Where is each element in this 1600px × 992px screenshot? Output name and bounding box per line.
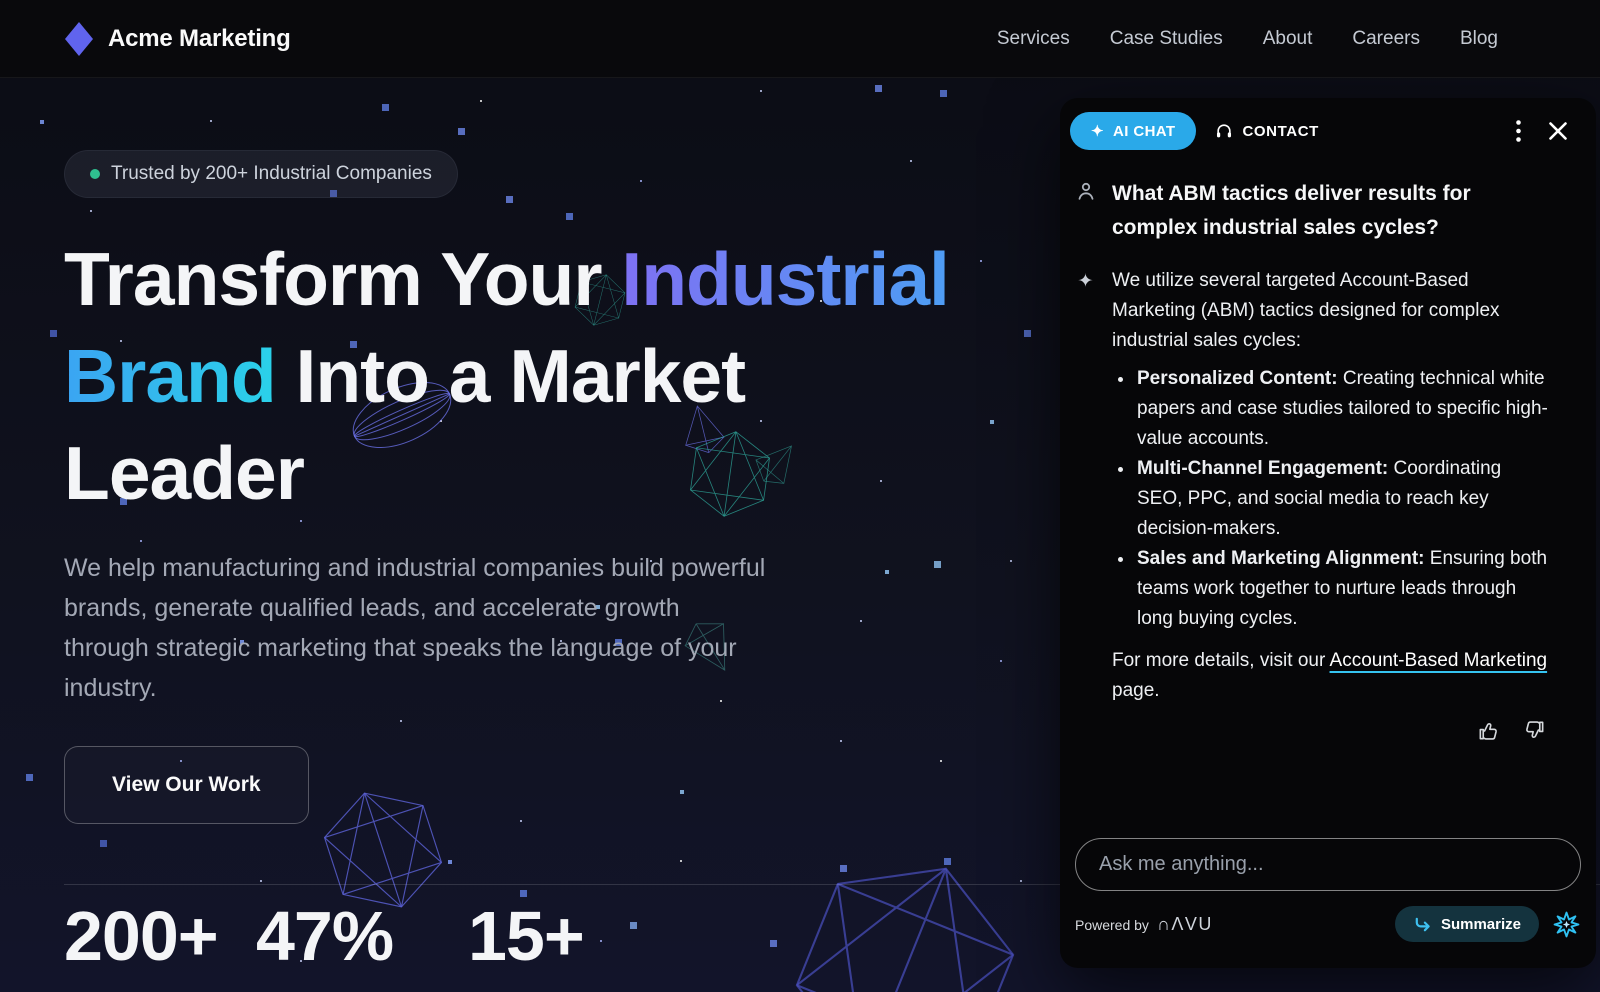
stat-value-years: 15+ <box>468 897 585 975</box>
chat-message-list: What ABM tactics deliver results for com… <box>1060 177 1596 742</box>
tab-contact[interactable]: CONTACT <box>1215 122 1318 140</box>
stat-value-percent: 47% <box>256 897 394 975</box>
thumbs-up-button[interactable] <box>1477 719 1500 742</box>
chat-input-container <box>1075 838 1581 891</box>
top-navbar: Acme Marketing Services Case Studies Abo… <box>0 0 1600 78</box>
view-our-work-button[interactable]: View Our Work <box>64 746 309 824</box>
hero-paragraph: We help manufacturing and industrial com… <box>64 554 766 702</box>
chat-header: ✦ AI CHAT CONTACT <box>1060 98 1596 150</box>
chat-footer-actions: Summarize <box>1394 906 1580 942</box>
brand-logo[interactable]: Acme Marketing <box>64 21 291 57</box>
brand-name: Acme Marketing <box>108 24 291 52</box>
hero-section: Trusted by 200+ Industrial Companies Tra… <box>0 78 1600 992</box>
chat-input[interactable] <box>1099 853 1557 876</box>
ai-bullet-list: Personalized Content: Creating technical… <box>1112 364 1550 634</box>
user-message-text: What ABM tactics deliver results for com… <box>1112 182 1471 239</box>
feedback-row <box>1060 719 1596 742</box>
list-item: Sales and Marketing Alignment: Ensuring … <box>1135 544 1550 634</box>
tab-ai-chat-label: AI CHAT <box>1112 122 1176 140</box>
headline-part3: Leader <box>64 431 305 515</box>
nav-link-blog[interactable]: Blog <box>1459 27 1498 49</box>
user-message: What ABM tactics deliver results for com… <box>1060 177 1596 245</box>
headset-icon <box>1217 124 1232 138</box>
ai-outro-text: For more details, visit our Account-Base… <box>1112 650 1548 701</box>
nav-link-about[interactable]: About <box>1262 27 1313 49</box>
abm-page-link[interactable]: Account-Based Marketing <box>1329 650 1548 671</box>
starburst-icon <box>1553 911 1580 937</box>
ai-message-body: We utilize several targeted Account-Base… <box>1112 266 1550 706</box>
hero-headline: Transform Your Industrial Brand Into a Ma… <box>64 231 1144 522</box>
stat-value-companies: 200+ <box>64 897 219 975</box>
powered-by: Powered by ∩ΛVU <box>1075 914 1213 935</box>
list-item: Multi-Channel Engagement: Coordinating S… <box>1135 454 1550 544</box>
trusted-badge-label: Trusted by 200+ Industrial Companies <box>111 163 432 184</box>
headline-part2: Into a Market <box>275 334 747 418</box>
main-nav: Services Case Studies About Careers Blog <box>997 28 1498 50</box>
powered-by-label: Powered by <box>1075 916 1149 933</box>
chat-footer: Powered by ∩ΛVU Summarize <box>1075 906 1580 942</box>
close-icon <box>1549 122 1567 140</box>
trusted-badge: Trusted by 200+ Industrial Companies <box>64 150 458 198</box>
headline-part1: Transform Your <box>64 237 622 321</box>
chat-menu-button[interactable] <box>1516 120 1521 142</box>
nav-link-case-studies[interactable]: Case Studies <box>1109 27 1223 49</box>
list-item: Personalized Content: Creating technical… <box>1135 364 1550 454</box>
green-dot-icon <box>90 169 100 179</box>
ai-message: ✦ We utilize several targeted Account-Ba… <box>1060 266 1596 706</box>
ai-chat-widget: ✦ AI CHAT CONTACT <box>1060 98 1596 968</box>
kebab-menu-icon <box>1516 120 1521 142</box>
ai-intro-text: We utilize several targeted Account-Base… <box>1112 270 1500 351</box>
navu-logo: ∩ΛVU <box>1156 913 1213 934</box>
chat-close-button[interactable] <box>1548 121 1568 141</box>
nav-link-careers[interactable]: Careers <box>1352 27 1420 49</box>
spark-action-button[interactable] <box>1553 911 1580 938</box>
tab-ai-chat[interactable]: ✦ AI CHAT <box>1070 112 1197 150</box>
tab-contact-label: CONTACT <box>1242 122 1319 140</box>
chat-header-actions <box>1516 120 1568 142</box>
headline-highlight-brand: Brand <box>64 334 277 418</box>
thumbs-down-icon <box>1526 721 1544 739</box>
diamond-logo-icon <box>65 21 93 56</box>
sparkle-icon: ✦ <box>1091 122 1104 140</box>
thumbs-down-button[interactable] <box>1523 719 1546 742</box>
summarize-button[interactable]: Summarize <box>1394 906 1539 942</box>
nav-link-services[interactable]: Services <box>996 27 1070 49</box>
thumbs-up-icon <box>1479 722 1497 740</box>
headline-highlight-industrial: Industrial <box>621 237 950 321</box>
ai-sparkle-icon: ✦ <box>1077 271 1094 292</box>
summarize-label: Summarize <box>1440 915 1521 933</box>
user-icon <box>1078 182 1093 200</box>
redo-arrow-icon <box>1415 917 1430 931</box>
chat-spacer <box>1060 742 1596 838</box>
